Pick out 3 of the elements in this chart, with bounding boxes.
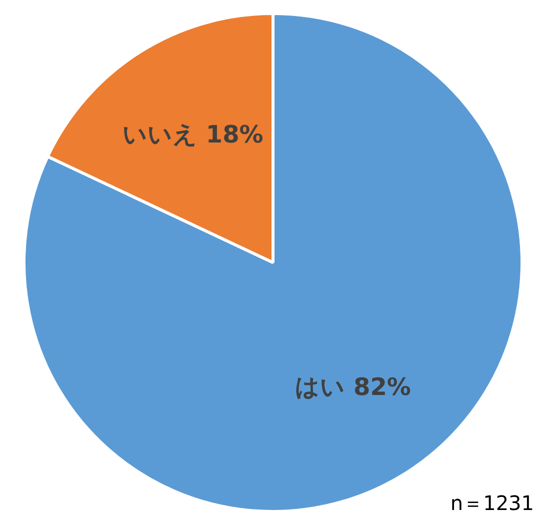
slice-label: はい 82%: [295, 372, 411, 401]
slice-label: いいえ 18%: [122, 120, 264, 149]
text: n＝1231: [450, 491, 534, 516]
